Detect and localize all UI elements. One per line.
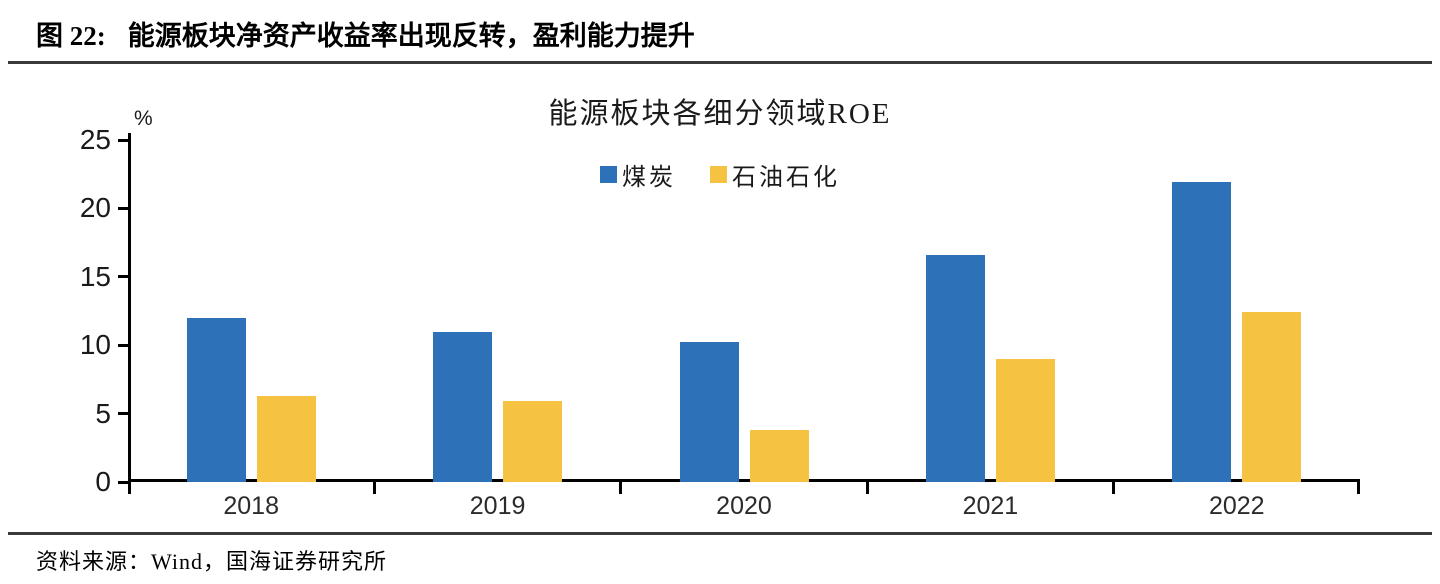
legend-label-oil: 石油石化 <box>732 165 840 191</box>
y-tick-label-10: 10 <box>79 329 111 361</box>
bar-coal-2020 <box>679 342 739 482</box>
legend-item-coal: 煤炭 <box>600 157 676 192</box>
figure-caption: 图 22: 能源板块净资产收益率出现反转，盈利能力提升 <box>36 20 695 52</box>
bar-oil-2021 <box>995 358 1055 482</box>
x-tick-2 <box>619 482 623 494</box>
bar-coal-2021 <box>925 254 985 482</box>
figure-number: 图 22: <box>36 21 106 51</box>
top-divider <box>8 61 1432 64</box>
y-tick-10 <box>118 343 128 347</box>
y-tick-label-0: 0 <box>95 466 111 497</box>
source-note: 资料来源：Wind，国海证券研究所 <box>36 549 387 574</box>
y-tick-5 <box>118 412 128 416</box>
plot-area: 0 5 10 15 20 25 2018 2019 2020 2021 2022 <box>80 125 1360 520</box>
chart-legend: 煤炭 石油石化 <box>0 157 1440 192</box>
x-tick-label-2021: 2021 <box>962 492 1019 520</box>
x-tick-4 <box>1112 482 1116 494</box>
bar-oil-2019 <box>503 401 563 482</box>
bar-coal-2019 <box>433 331 493 482</box>
y-tick-15 <box>118 275 128 279</box>
x-tick-label-2022: 2022 <box>1208 492 1265 520</box>
legend-swatch-oil <box>710 166 727 183</box>
bar-oil-2018 <box>256 395 316 482</box>
bar-oil-2020 <box>749 430 809 482</box>
y-axis-unit-label: % <box>134 107 153 130</box>
y-tick-label-15: 15 <box>79 260 111 292</box>
bottom-divider <box>8 532 1432 535</box>
x-tick-0 <box>128 482 131 494</box>
y-axis <box>128 133 131 482</box>
x-tick-label-2019: 2019 <box>469 492 526 520</box>
x-tick-label-2020: 2020 <box>716 492 772 520</box>
x-axis <box>128 479 1360 482</box>
bar-coal-2018 <box>186 317 246 482</box>
chart-title: 能源板块各细分领域ROE <box>548 98 892 130</box>
x-tick-5 <box>1357 482 1360 494</box>
figure-title: 能源板块净资产收益率出现反转，盈利能力提升 <box>127 21 695 51</box>
y-tick-25 <box>118 138 128 142</box>
x-tick-3 <box>865 482 869 494</box>
x-tick-label-2018: 2018 <box>223 492 279 520</box>
legend-label-coal: 煤炭 <box>622 165 676 191</box>
y-tick-label-20: 20 <box>79 192 111 224</box>
y-tick-label-25: 25 <box>79 124 111 155</box>
y-tick-0 <box>118 480 128 484</box>
bar-coal-2022 <box>1172 182 1232 482</box>
y-tick-20 <box>118 206 128 210</box>
bar-oil-2022 <box>1242 312 1302 482</box>
legend-swatch-coal <box>600 166 617 183</box>
x-tick-1 <box>372 482 376 494</box>
y-tick-label-5: 5 <box>95 397 111 429</box>
legend-item-oil: 石油石化 <box>710 157 840 192</box>
